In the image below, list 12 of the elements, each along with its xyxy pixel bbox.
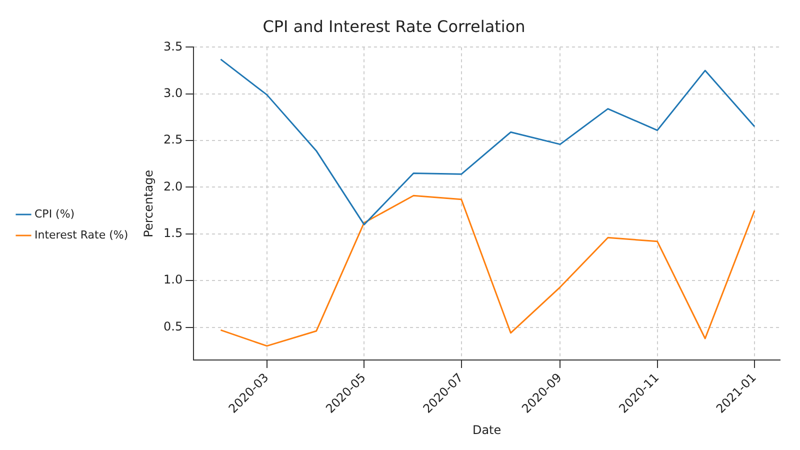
y-tick-label: 3.0 <box>164 86 183 100</box>
y-tick-label: 1.5 <box>164 226 183 240</box>
y-tick-label: 2.5 <box>164 132 183 147</box>
chart-title: CPI and Interest Rate Correlation <box>262 16 526 36</box>
legend-label: CPI (%) <box>34 207 75 220</box>
y-tick-label: 3.5 <box>164 39 183 54</box>
y-tick-label: 0.5 <box>164 319 183 334</box>
y-axis-title: Percentage <box>141 170 156 238</box>
legend-label: Interest Rate (%) <box>34 228 128 242</box>
x-axis-title: Date <box>472 422 502 437</box>
y-tick-label: 2.0 <box>164 179 183 194</box>
y-tick-label: 1.0 <box>164 272 183 287</box>
